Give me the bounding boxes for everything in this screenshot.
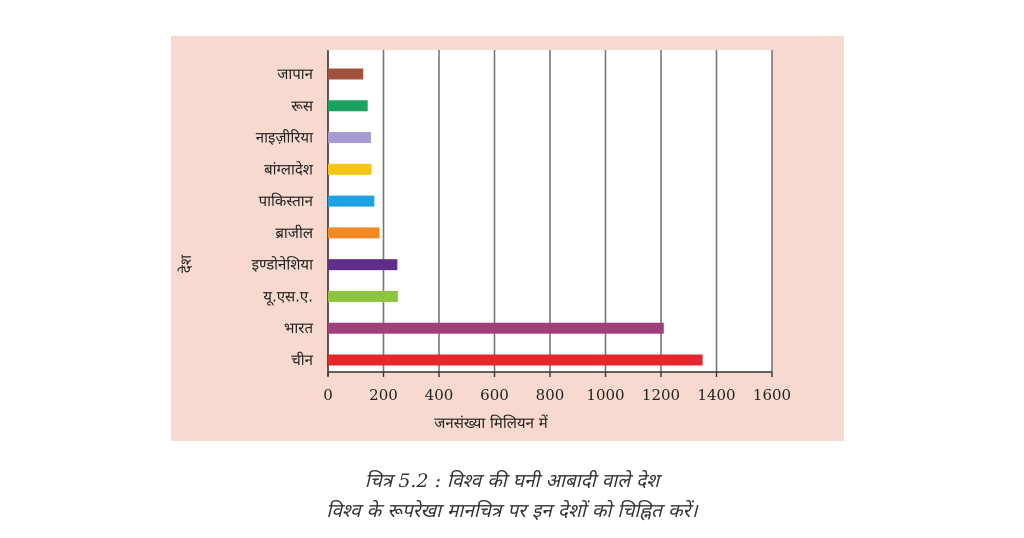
y-category-label: जापान (277, 65, 313, 83)
bar-8 (328, 322, 664, 334)
bar-2 (328, 132, 372, 144)
bar-6 (328, 259, 398, 271)
bar-7 (328, 290, 398, 302)
x-tick-label: 800 (536, 386, 565, 404)
y-category-label: ब्राजील (275, 224, 313, 242)
y-category-label: चीन (291, 351, 313, 369)
figure-caption: चित्र 5.2 : विश्व की घनी आबादी वाले देश … (0, 466, 1024, 526)
bar-4 (328, 195, 375, 207)
x-tick-label: 1000 (586, 386, 624, 404)
y-category-label: बांग्लादेश (264, 160, 314, 178)
bar-3 (328, 163, 372, 175)
x-axis-title: जनसंख्या मिलियन में (434, 414, 548, 432)
x-tick-label: 600 (480, 386, 509, 404)
x-tick-label: 1200 (642, 386, 680, 404)
figure-panel: 0 200 400 600 800 1000 1200 1400 1600 जापान रूस नाइ… (171, 36, 844, 441)
x-tick-label: 200 (369, 386, 398, 404)
x-tick-label: 1400 (697, 386, 735, 404)
y-category-label: पाकिस्तान (259, 192, 314, 210)
y-axis-title: देश (177, 254, 195, 273)
y-category-label: रूस (291, 97, 314, 115)
bar-1 (328, 100, 368, 112)
caption-title: चित्र 5.2 : विश्व की घनी आबादी वाले देश (364, 470, 660, 492)
bar-chart: 0 200 400 600 800 1000 1200 1400 1600 जापान रूस नाइ… (177, 50, 791, 432)
y-category-label: यू.एस.ए. (263, 287, 313, 306)
x-tick-label: 0 (323, 386, 333, 404)
x-tick-label: 1600 (753, 386, 791, 404)
bar-0 (328, 68, 364, 80)
y-category-label: भारत (284, 319, 314, 337)
caption-instruction: विश्व के रूपरेखा मानचित्र पर इन देशों को… (326, 500, 698, 522)
bar-9 (328, 354, 703, 366)
x-tick-label: 400 (425, 386, 454, 404)
plot-area: 0 200 400 600 800 1000 1200 1400 1600 जापान रूस नाइ… (252, 50, 791, 404)
y-category-label: इण्डोनेशिया (252, 256, 315, 274)
bar-5 (328, 227, 380, 239)
y-category-label: नाइज़ीरिया (256, 129, 314, 147)
